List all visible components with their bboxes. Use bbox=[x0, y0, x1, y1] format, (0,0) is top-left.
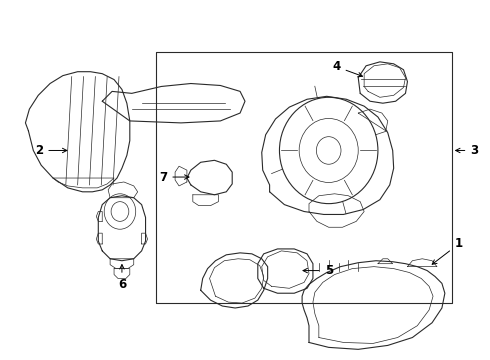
Text: 7: 7 bbox=[159, 171, 189, 184]
Text: 5: 5 bbox=[303, 264, 333, 277]
Text: 6: 6 bbox=[118, 265, 126, 291]
Text: 2: 2 bbox=[35, 144, 67, 157]
Text: 3: 3 bbox=[456, 144, 478, 157]
Text: 1: 1 bbox=[432, 238, 463, 264]
Text: 4: 4 bbox=[332, 60, 363, 77]
